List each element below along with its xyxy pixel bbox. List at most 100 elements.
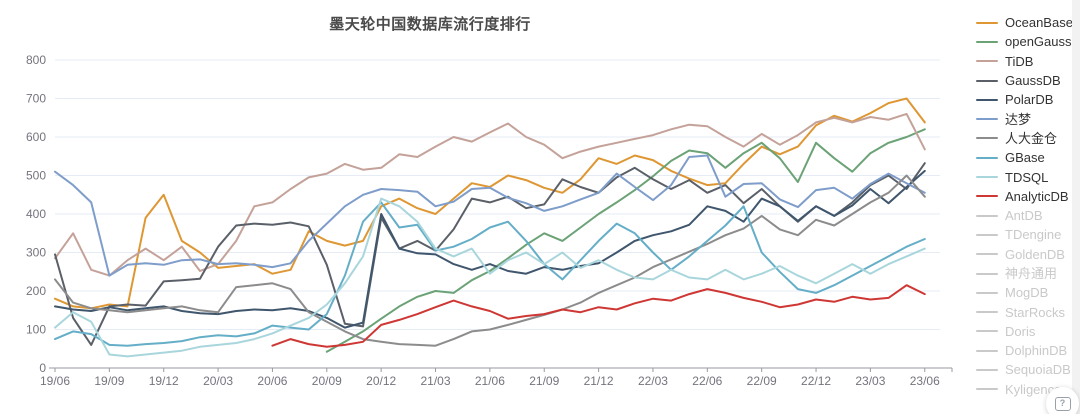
legend-label: GaussDB <box>1005 73 1061 89</box>
series-line-GaussDB <box>54 162 926 346</box>
x-axis-label: 21/06 <box>475 374 505 388</box>
y-axis-label: 400 <box>26 207 46 221</box>
legend-label: GBase <box>1005 150 1045 166</box>
x-axis-label: 22/09 <box>747 374 777 388</box>
legend-label: AntDB <box>1005 208 1043 224</box>
series-line-openGauss <box>325 128 926 353</box>
legend-item-AntDB[interactable]: AntDB <box>976 206 1076 225</box>
series-line-OceanBase <box>54 97 926 310</box>
legend-line-swatch <box>976 330 998 333</box>
legend-label: TDengine <box>1005 227 1062 243</box>
series-line-TiDB <box>54 112 926 277</box>
y-axis-label: 700 <box>26 92 46 106</box>
chart-title: 墨天轮中国数据库流行度排行 <box>329 16 531 33</box>
x-axis-label: 20/03 <box>203 374 233 388</box>
legend-line-swatch <box>976 233 998 236</box>
x-axis-label: 19/06 <box>40 374 70 388</box>
legend-line-swatch <box>976 176 998 179</box>
legend-item-AnalyticDB[interactable]: AnalyticDB <box>976 187 1076 206</box>
legend-line-swatch <box>976 118 998 121</box>
legend-item-DolphinDB[interactable]: DolphinDB <box>976 341 1076 360</box>
legend-item-GBase[interactable]: GBase <box>976 148 1076 167</box>
legend-item-TDengine[interactable]: TDengine <box>976 225 1076 244</box>
legend-line-swatch <box>976 137 998 140</box>
series-line-AnalyticDB <box>271 284 926 348</box>
legend-label: DolphinDB <box>1005 343 1068 359</box>
legend-line-swatch <box>976 98 998 101</box>
legend-item-MogDB[interactable]: MogDB <box>976 283 1076 302</box>
x-axis-label: 23/06 <box>910 374 940 388</box>
legend-item-StarRocks[interactable]: StarRocks <box>976 302 1076 321</box>
legend-item-Kyligence[interactable]: Kyligence <box>976 380 1076 399</box>
page-scrollbar[interactable] <box>1072 0 1080 414</box>
x-axis-label: 20/09 <box>312 374 342 388</box>
y-axis-label: 0 <box>39 361 46 375</box>
help-button[interactable]: ? <box>1046 387 1079 414</box>
y-axis-label: 200 <box>26 284 46 298</box>
legend-label: MogDB <box>1005 285 1049 301</box>
x-axis-label: 21/12 <box>584 374 614 388</box>
legend-line-swatch <box>976 311 998 314</box>
legend-item-Doris[interactable]: Doris <box>976 322 1076 341</box>
x-axis-label: 22/06 <box>692 374 722 388</box>
x-axis-label: 21/03 <box>421 374 451 388</box>
legend-line-swatch <box>976 272 998 275</box>
series-line-达梦 <box>54 154 926 277</box>
legend-line-swatch <box>976 156 998 159</box>
legend-label: SequoiaDB <box>1005 362 1071 378</box>
legend-line-swatch <box>976 253 998 256</box>
legend-item-TiDB[interactable]: TiDB <box>976 52 1076 71</box>
legend-item-TDSQL[interactable]: TDSQL <box>976 167 1076 186</box>
legend-line-swatch <box>976 388 998 391</box>
y-axis-label: 100 <box>26 323 46 337</box>
legend-line-swatch <box>976 195 998 198</box>
legend-label: PolarDB <box>1005 92 1054 108</box>
legend-item-PolarDB[interactable]: PolarDB <box>976 90 1076 109</box>
chart-legend: OceanBase openGauss TiDB GaussDB PolarDB 达梦人大… <box>976 13 1076 399</box>
legend-item-人大金仓[interactable]: 人大金仓 <box>976 129 1076 148</box>
legend-label: 达梦 <box>1005 111 1032 127</box>
legend-label: Doris <box>1005 323 1036 339</box>
y-axis-label: 500 <box>26 169 46 183</box>
legend-line-swatch <box>976 40 998 43</box>
series-line-PolarDB <box>54 169 926 329</box>
legend-item-GaussDB[interactable]: GaussDB <box>976 71 1076 90</box>
x-axis-label: 22/03 <box>638 374 668 388</box>
line-chart-canvas[interactable]: 0 100 200 300 400 500 600 700 800 19/06 19/09 19/12… <box>0 0 960 414</box>
x-axis-label: 23/03 <box>855 374 885 388</box>
x-axis-label: 20/06 <box>257 374 287 388</box>
legend-line-swatch <box>976 214 998 217</box>
legend-line-swatch <box>976 349 998 352</box>
legend-label: GoldenDB <box>1005 246 1065 262</box>
keyboard-help-icon: ? <box>1054 396 1071 411</box>
legend-label: AnalyticDB <box>1005 188 1069 204</box>
legend-item-神舟通用[interactable]: 神舟通用 <box>976 264 1076 283</box>
series-line-GBase <box>54 201 926 347</box>
y-axis-label: 600 <box>26 130 46 144</box>
legend-item-GoldenDB[interactable]: GoldenDB <box>976 245 1076 264</box>
legend-line-swatch <box>976 60 998 63</box>
legend-line-swatch <box>976 79 998 82</box>
legend-item-达梦[interactable]: 达梦 <box>976 109 1076 128</box>
y-axis-label: 300 <box>26 246 46 260</box>
legend-label: OceanBase <box>1005 15 1073 31</box>
legend-label: 人大金仓 <box>1005 130 1058 146</box>
x-axis-label: 22/12 <box>801 374 831 388</box>
series-line-人大金仓 <box>54 174 926 347</box>
x-axis-label: 19/12 <box>149 374 179 388</box>
legend-item-OceanBase[interactable]: OceanBase <box>976 13 1076 32</box>
x-axis-label: 21/09 <box>529 374 559 388</box>
series-line-TDSQL <box>54 197 926 358</box>
legend-line-swatch <box>976 291 998 294</box>
x-axis-label: 20/12 <box>366 374 396 388</box>
legend-item-SequoiaDB[interactable]: SequoiaDB <box>976 360 1076 379</box>
legend-label: Kyligence <box>1005 381 1062 397</box>
legend-label: StarRocks <box>1005 304 1065 320</box>
legend-line-swatch <box>976 21 998 24</box>
legend-item-openGauss[interactable]: openGauss <box>976 32 1076 51</box>
legend-label: TiDB <box>1005 53 1034 69</box>
y-axis-label: 800 <box>26 53 46 67</box>
legend-line-swatch <box>976 368 998 371</box>
legend-label: openGauss <box>1005 34 1072 50</box>
